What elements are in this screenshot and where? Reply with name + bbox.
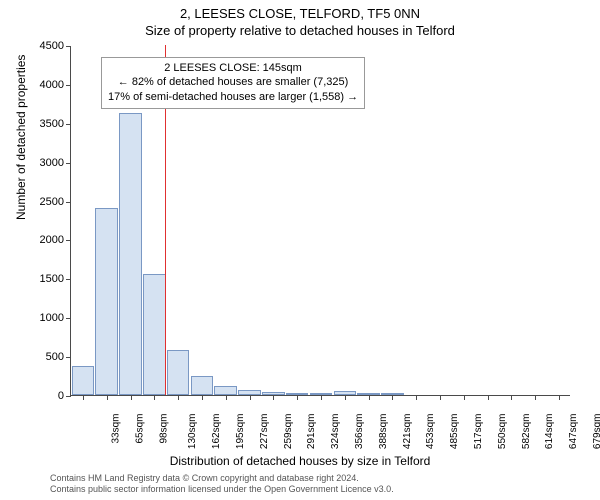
ytick-label: 500 <box>0 351 64 363</box>
histogram-bar <box>143 274 166 395</box>
xtick-label: 421sqm <box>402 414 413 450</box>
xtick-mark <box>392 395 393 400</box>
xtick-label: 647sqm <box>568 414 579 450</box>
histogram-bar <box>95 208 118 395</box>
x-axis-label: Distribution of detached houses by size … <box>0 454 600 468</box>
ytick-label: 4500 <box>0 40 64 52</box>
xtick-mark <box>559 395 560 400</box>
xtick-label: 485sqm <box>449 414 460 450</box>
chart-title-main: 2, LEESES CLOSE, TELFORD, TF5 0NN <box>0 0 600 21</box>
histogram-bar <box>119 113 142 395</box>
xtick-mark <box>535 395 536 400</box>
ytick-mark <box>66 318 71 319</box>
xtick-label: 356sqm <box>354 414 365 450</box>
ytick-mark <box>66 240 71 241</box>
xtick-mark <box>131 395 132 400</box>
footer-line-2: Contains public sector information licen… <box>50 484 394 496</box>
xtick-label: 98sqm <box>158 414 169 444</box>
plot-area: 2 LEESES CLOSE: 145sqm← 82% of detached … <box>70 46 570 396</box>
xtick-mark <box>83 395 84 400</box>
chart-title-sub: Size of property relative to detached ho… <box>0 21 600 38</box>
ytick-label: 3500 <box>0 118 64 130</box>
xtick-label: 130sqm <box>187 414 198 450</box>
ytick-mark <box>66 357 71 358</box>
xtick-label: 614sqm <box>545 414 556 450</box>
ytick-label: 2000 <box>0 234 64 246</box>
histogram-bar <box>214 386 237 395</box>
ytick-label: 4000 <box>0 79 64 91</box>
ytick-mark <box>66 163 71 164</box>
ytick-mark <box>66 124 71 125</box>
xtick-label: 324sqm <box>330 414 341 450</box>
xtick-mark <box>297 395 298 400</box>
xtick-mark <box>202 395 203 400</box>
xtick-mark <box>226 395 227 400</box>
xtick-label: 291sqm <box>306 414 317 450</box>
annotation-line: ← 82% of detached houses are smaller (7,… <box>108 75 358 90</box>
ytick-label: 1000 <box>0 312 64 324</box>
xtick-label: 162sqm <box>211 414 222 450</box>
ytick-mark <box>66 279 71 280</box>
histogram-bar <box>167 350 190 395</box>
histogram-bar <box>72 366 95 395</box>
xtick-label: 65sqm <box>134 414 145 444</box>
ytick-label: 0 <box>0 390 64 402</box>
ytick-mark <box>66 85 71 86</box>
xtick-label: 550sqm <box>497 414 508 450</box>
xtick-mark <box>107 395 108 400</box>
ytick-mark <box>66 396 71 397</box>
footer-line-1: Contains HM Land Registry data © Crown c… <box>50 473 394 485</box>
xtick-mark <box>250 395 251 400</box>
annotation-box: 2 LEESES CLOSE: 145sqm← 82% of detached … <box>101 57 365 110</box>
xtick-label: 259sqm <box>283 414 294 450</box>
ytick-label: 3000 <box>0 157 64 169</box>
ytick-label: 1500 <box>0 273 64 285</box>
histogram-bar <box>191 376 214 395</box>
xtick-label: 582sqm <box>521 414 532 450</box>
xtick-mark <box>440 395 441 400</box>
annotation-line: 17% of semi-detached houses are larger (… <box>108 90 358 105</box>
xtick-mark <box>488 395 489 400</box>
xtick-mark <box>511 395 512 400</box>
xtick-mark <box>416 395 417 400</box>
ytick-label: 2500 <box>0 196 64 208</box>
xtick-label: 517sqm <box>473 414 484 450</box>
xtick-label: 679sqm <box>592 414 600 450</box>
xtick-mark <box>321 395 322 400</box>
xtick-mark <box>345 395 346 400</box>
xtick-mark <box>178 395 179 400</box>
xtick-mark <box>369 395 370 400</box>
annotation-line: 2 LEESES CLOSE: 145sqm <box>108 61 358 76</box>
histogram-chart: 2, LEESES CLOSE, TELFORD, TF5 0NN Size o… <box>0 0 600 500</box>
xtick-label: 453sqm <box>426 414 437 450</box>
ytick-mark <box>66 202 71 203</box>
footer-attribution: Contains HM Land Registry data © Crown c… <box>50 473 394 496</box>
xtick-label: 388sqm <box>378 414 389 450</box>
xtick-mark <box>154 395 155 400</box>
xtick-label: 227sqm <box>259 414 270 450</box>
xtick-label: 33sqm <box>110 414 121 444</box>
ytick-mark <box>66 46 71 47</box>
xtick-mark <box>464 395 465 400</box>
xtick-label: 195sqm <box>235 414 246 450</box>
xtick-mark <box>273 395 274 400</box>
